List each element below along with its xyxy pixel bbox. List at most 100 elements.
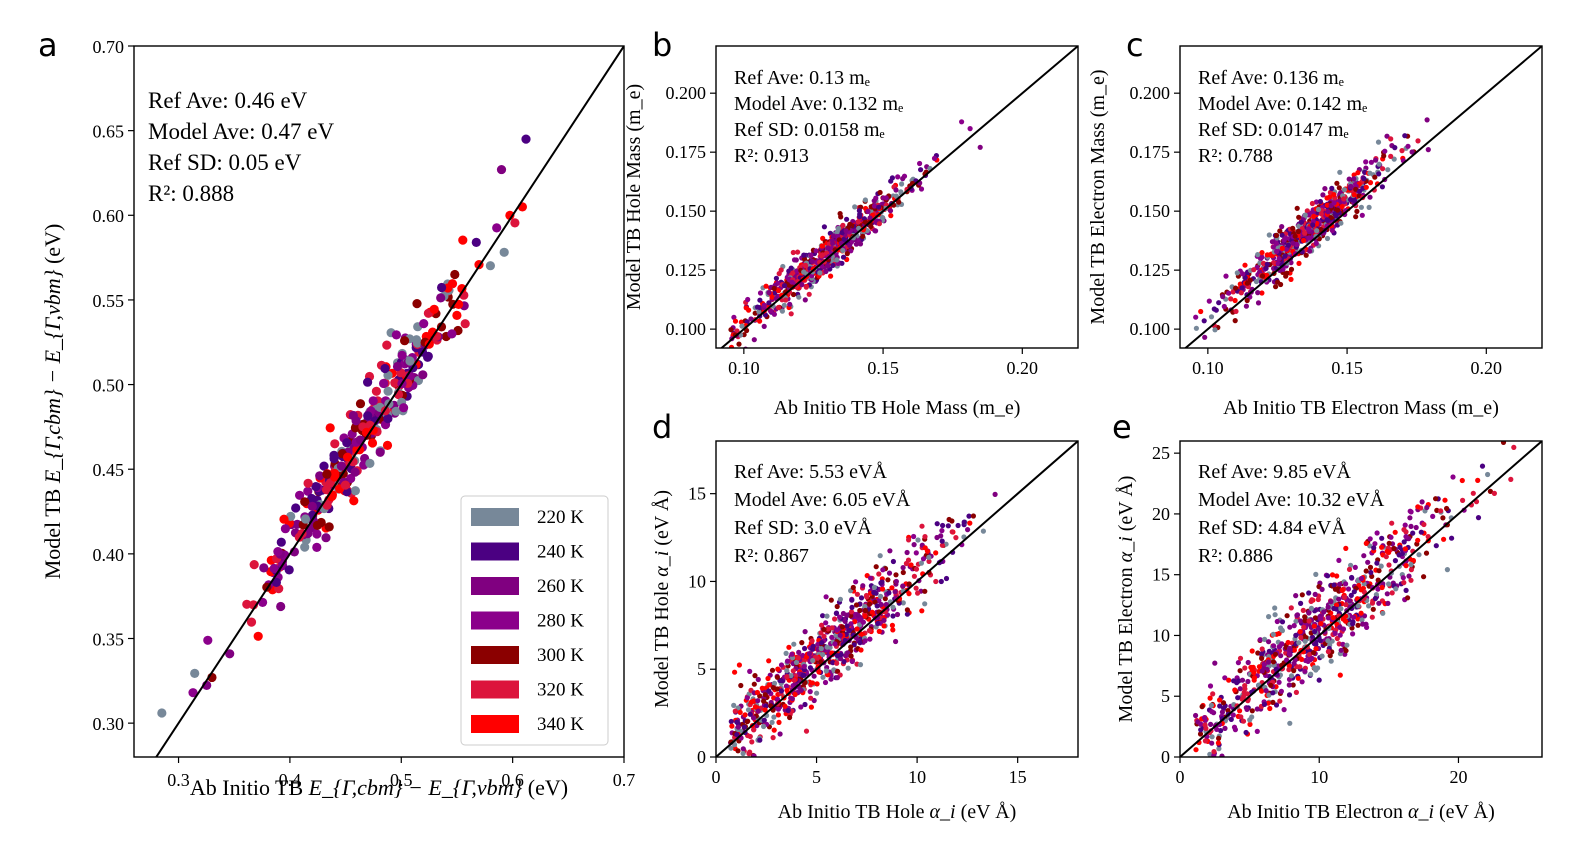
data-point <box>1266 692 1272 698</box>
data-point <box>399 403 409 413</box>
data-point <box>876 628 882 635</box>
y-tick-label: 0.35 <box>93 629 125 649</box>
data-point <box>1290 225 1296 231</box>
data-point <box>752 673 758 679</box>
data-point <box>1296 223 1302 229</box>
data-point <box>834 660 840 666</box>
stat-annotation: Ref SD: 3.0 eVÅ <box>734 517 872 539</box>
data-point <box>1211 306 1217 312</box>
data-point <box>1405 143 1411 149</box>
data-point <box>1399 148 1405 154</box>
data-point <box>1208 721 1214 728</box>
data-point <box>1193 712 1199 719</box>
data-point <box>1261 701 1268 708</box>
data-point <box>844 251 850 257</box>
data-point <box>848 644 854 650</box>
data-point <box>1372 595 1378 602</box>
data-point <box>825 626 831 632</box>
data-point <box>1325 615 1331 621</box>
data-point <box>1374 530 1380 536</box>
data-point <box>437 282 447 293</box>
data-point <box>922 601 928 607</box>
data-point <box>1232 687 1238 693</box>
data-point <box>412 299 422 309</box>
data-point <box>1348 592 1354 599</box>
stat-annotation: R²: 0.788 <box>1198 145 1273 167</box>
data-point <box>872 228 878 234</box>
data-point <box>822 679 829 686</box>
data-point <box>1298 600 1304 607</box>
data-point <box>269 563 279 574</box>
legend-swatch <box>471 646 519 664</box>
data-point <box>1346 566 1353 573</box>
data-point <box>1321 609 1327 615</box>
data-point <box>368 425 378 435</box>
data-point <box>862 638 868 644</box>
data-point <box>1271 244 1277 250</box>
stat-annotation: Ref Ave: 0.136 mₑ <box>1198 67 1344 89</box>
data-point <box>889 622 896 629</box>
data-point <box>1311 623 1317 629</box>
axes-frame <box>1179 45 1543 349</box>
data-point <box>840 222 846 228</box>
data-point <box>915 537 921 543</box>
data-point <box>1347 598 1353 604</box>
data-point <box>1270 631 1276 638</box>
data-point <box>789 696 796 702</box>
data-point <box>939 542 946 548</box>
data-point <box>1287 624 1293 630</box>
data-point <box>846 628 852 634</box>
data-point <box>1341 196 1347 202</box>
data-point <box>1290 682 1296 688</box>
data-point <box>835 668 841 674</box>
data-point <box>1403 563 1409 569</box>
data-point <box>1281 237 1287 243</box>
data-point <box>343 452 353 462</box>
data-point <box>893 638 899 645</box>
data-point <box>390 378 400 388</box>
data-point <box>1287 720 1293 726</box>
data-point <box>460 319 470 329</box>
data-point <box>1328 599 1334 605</box>
data-point <box>1299 679 1305 685</box>
data-point <box>840 610 847 617</box>
data-point <box>890 627 896 633</box>
x-axis-label: Ab Initio TB E_{Γ,cbm} − E_{Γ,vbm} (eV) <box>190 775 568 800</box>
data-point <box>1276 256 1282 262</box>
data-point <box>1410 530 1416 536</box>
data-point <box>793 257 799 263</box>
data-point <box>319 461 329 471</box>
data-point <box>1325 649 1331 655</box>
stat-annotation: Ref SD: 0.0158 mₑ <box>734 119 885 141</box>
data-point <box>1406 573 1412 579</box>
data-point <box>1313 199 1319 205</box>
data-point <box>1272 605 1278 611</box>
data-point <box>1235 660 1241 666</box>
data-point <box>776 271 782 277</box>
data-point <box>1316 626 1322 632</box>
data-point <box>1336 596 1342 602</box>
data-point <box>862 197 869 203</box>
data-point <box>825 245 831 251</box>
data-point <box>821 633 827 639</box>
data-point <box>1231 678 1237 684</box>
data-point <box>1288 276 1294 282</box>
data-point <box>1341 594 1348 600</box>
data-point <box>300 542 310 552</box>
data-point <box>1209 740 1215 746</box>
data-point <box>809 258 816 264</box>
data-point <box>1373 592 1379 598</box>
data-point <box>1365 559 1371 565</box>
data-point <box>471 237 481 247</box>
data-point <box>1283 246 1289 252</box>
data-point <box>795 249 801 255</box>
data-point <box>918 186 925 192</box>
data-point <box>1309 200 1315 207</box>
data-point <box>1263 265 1269 271</box>
data-point <box>1215 740 1221 746</box>
data-point <box>771 285 777 292</box>
data-point <box>1379 535 1385 541</box>
data-point <box>789 651 795 657</box>
data-point <box>832 641 838 647</box>
data-point <box>922 588 928 594</box>
